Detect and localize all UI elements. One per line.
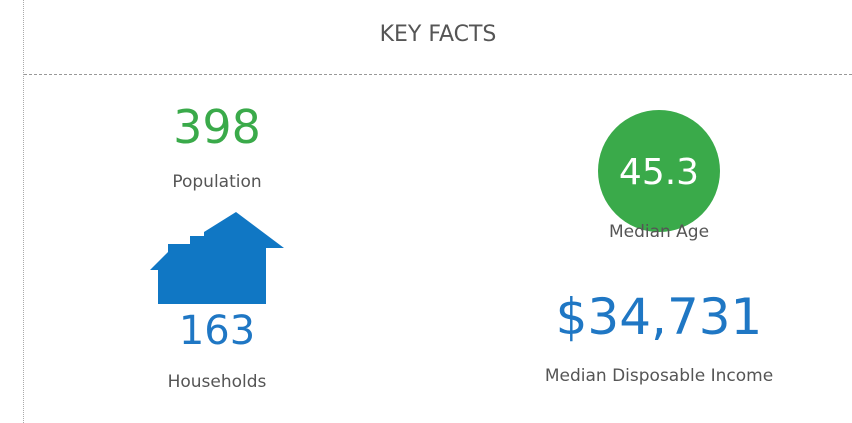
age-circle bbox=[598, 110, 720, 232]
population-value: 398 bbox=[173, 100, 261, 154]
panel-title: KEY FACTS bbox=[379, 22, 497, 47]
left-border bbox=[23, 0, 24, 423]
households-value: 163 bbox=[178, 308, 256, 354]
households-label: Households bbox=[167, 372, 267, 392]
median-age-label: Median Age bbox=[608, 222, 710, 242]
median-age-value: 45.3 bbox=[618, 152, 700, 193]
income-label: Median Disposable Income bbox=[544, 366, 774, 386]
population-label: Population bbox=[172, 172, 262, 192]
house-icon bbox=[150, 212, 284, 304]
title-divider bbox=[24, 74, 852, 75]
income-value: $34,731 bbox=[555, 288, 763, 346]
house-shape bbox=[150, 212, 284, 304]
